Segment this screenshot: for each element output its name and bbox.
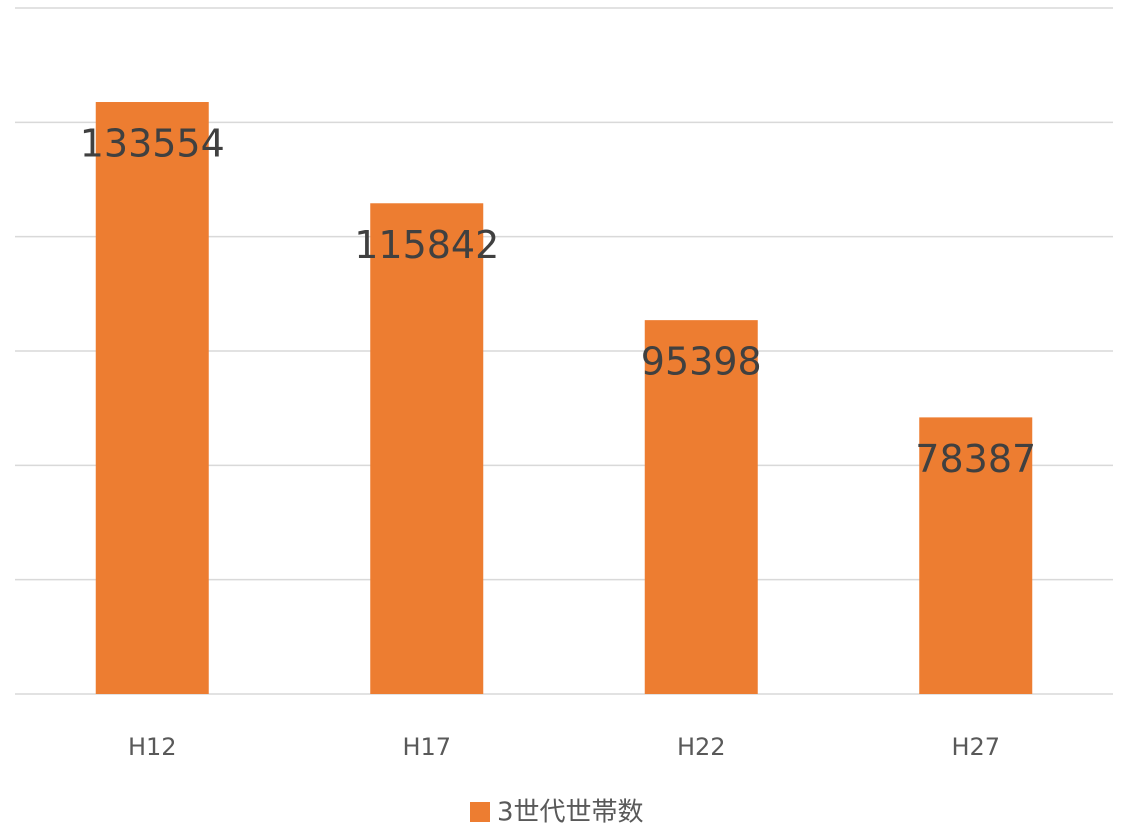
legend-swatch	[470, 802, 490, 822]
x-tick-label: H12	[128, 733, 177, 761]
data-label: 133554	[80, 122, 225, 166]
legend-label: 3世代世帯数	[497, 798, 644, 828]
data-label: 115842	[354, 223, 499, 267]
x-tick-label: H22	[677, 733, 726, 761]
data-label: 78387	[915, 437, 1036, 481]
bar	[95, 102, 209, 694]
bar	[644, 320, 758, 694]
x-tick-label: H17	[402, 733, 451, 761]
data-label: 95398	[641, 340, 762, 384]
x-tick-label: H27	[951, 733, 1000, 761]
bar	[919, 417, 1033, 694]
bar	[370, 203, 484, 694]
